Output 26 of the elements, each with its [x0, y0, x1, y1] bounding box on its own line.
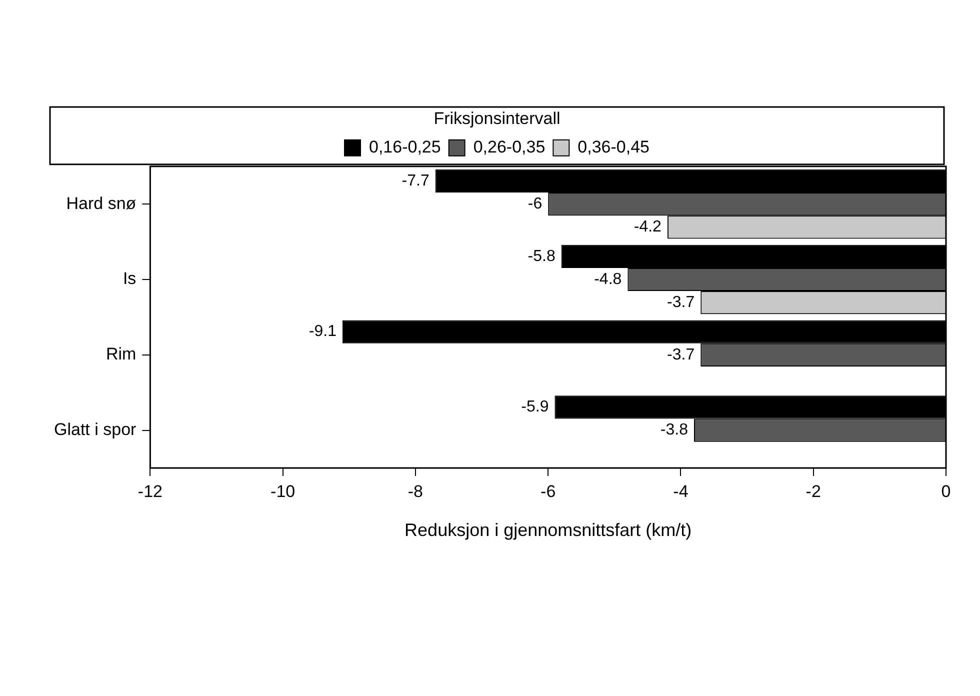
data-label: -3.8 [660, 422, 688, 439]
y-tick-label: Rim [106, 344, 136, 364]
data-label: -4.8 [594, 270, 622, 288]
y-tick-label: Glatt i spor [54, 420, 137, 439]
x-tick-label: -4 [673, 482, 688, 501]
data-label: -3.7 [667, 294, 695, 312]
legend-title: Friksjonsintervall [434, 109, 560, 128]
x-axis-title: Reduksjon i gjennomsnittsfart (km/t) [404, 520, 692, 540]
y-tick-label: Is [122, 269, 136, 288]
x-tick-label: 0 [941, 482, 951, 501]
data-label: -5.8 [528, 248, 556, 265]
x-tick-label: -8 [408, 482, 424, 501]
data-label: -3.7 [667, 346, 695, 364]
data-label: -7.7 [402, 172, 430, 190]
legend-label: 0,36-0,45 [578, 138, 650, 157]
x-tick-label: -12 [138, 482, 162, 501]
legend-label: 0,26-0,35 [473, 138, 546, 157]
x-tick-label: -6 [540, 482, 556, 501]
x-tick-label: -2 [806, 482, 821, 501]
data-label: -6 [528, 196, 542, 213]
legend-label: 0,16-0,25 [369, 138, 441, 157]
x-tick-label: -10 [270, 482, 296, 501]
data-label: -5.9 [521, 398, 549, 416]
y-tick-label: Hard snø [66, 194, 136, 213]
data-label: -4.2 [634, 218, 662, 236]
data-label: -9.1 [308, 323, 337, 340]
